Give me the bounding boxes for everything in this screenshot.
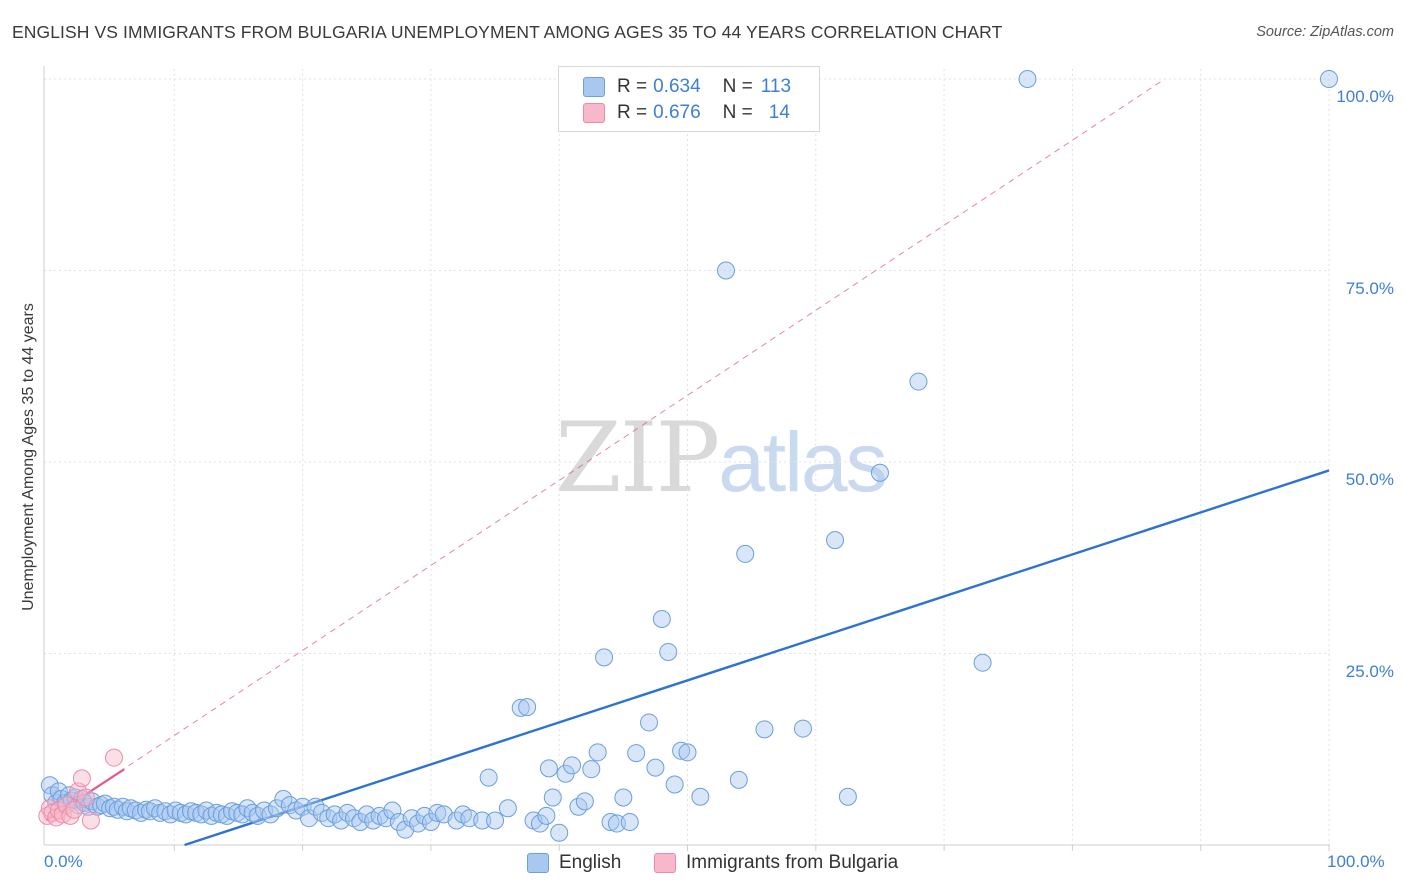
- bulgaria-trend-line-dashed: [45, 78, 1166, 821]
- bulgaria-point: [81, 811, 100, 830]
- english-point: [909, 372, 928, 391]
- bulgaria-swatch: [583, 103, 605, 123]
- english-point: [428, 803, 447, 822]
- english-point: [156, 802, 175, 821]
- english-point: [293, 797, 312, 816]
- english-point: [672, 741, 691, 760]
- english-point: [575, 792, 594, 811]
- english-point: [691, 787, 710, 806]
- legend-english-n-label: N =: [722, 76, 753, 97]
- english-point: [736, 544, 755, 563]
- bulgaria-point: [104, 748, 123, 767]
- english-point: [659, 642, 678, 661]
- x-tick-label-max: 100.0%: [1327, 852, 1385, 871]
- english-point: [973, 653, 992, 672]
- english-point: [479, 768, 498, 787]
- bottom-bulgaria-swatch: [654, 853, 676, 873]
- english-point: [838, 787, 857, 806]
- legend-bulgaria-n-value: 14: [768, 102, 790, 123]
- bulgaria-point: [53, 805, 72, 824]
- english-point: [588, 743, 607, 762]
- bottom-english-swatch: [527, 853, 549, 873]
- english-point: [537, 806, 556, 825]
- english-point: [550, 823, 569, 842]
- english-point: [530, 814, 549, 833]
- english-point: [473, 811, 492, 830]
- english-point: [652, 610, 671, 629]
- english-point: [595, 648, 614, 667]
- english-point: [498, 799, 517, 818]
- legend-bulgaria-n-label: N =: [722, 102, 753, 123]
- english-point: [108, 800, 127, 819]
- x-tick-label-min: 0.0%: [44, 852, 83, 871]
- english-point: [601, 813, 620, 832]
- legend-row-bulgaria: R = 0.676 N = 14: [583, 100, 790, 126]
- legend-english-r-label: R =: [617, 76, 648, 97]
- english-point: [627, 744, 646, 763]
- english-point: [640, 713, 659, 732]
- english-point: [870, 463, 889, 482]
- english-point: [678, 743, 697, 762]
- bottom-legend-english: English: [527, 852, 621, 874]
- english-point: [729, 770, 748, 789]
- english-point: [351, 813, 370, 832]
- y-tick-label: 25.0%: [1345, 661, 1394, 681]
- y-tick-label: 100.0%: [1336, 87, 1394, 106]
- english-point: [486, 811, 505, 830]
- bottom-legend-bulgaria-label: Immigrants from Bulgaria: [686, 852, 899, 873]
- source-label: Source: ZipAtlas.com: [1256, 24, 1394, 40]
- english-point: [607, 814, 626, 833]
- english-point: [614, 788, 633, 807]
- english-point: [1018, 70, 1037, 88]
- legend-bulgaria-r-label: R =: [617, 102, 648, 123]
- english-point: [511, 698, 530, 717]
- english-point: [563, 756, 582, 775]
- bulgaria-point: [65, 800, 84, 819]
- english-trend-line: [184, 469, 1330, 847]
- english-point: [1320, 70, 1338, 88]
- english-point: [539, 759, 558, 778]
- grid-layer: [43, 66, 1330, 851]
- english-point: [543, 788, 562, 807]
- legend-english-n-value: 113: [760, 76, 792, 97]
- bulgaria-point: [72, 769, 91, 788]
- legend-english-r-value: 0.634: [653, 76, 701, 97]
- bottom-legend-bulgaria: Immigrants from Bulgaria: [654, 852, 898, 874]
- stats-legend: R = 0.634 N = 113 R = 0.676 N = 14: [558, 66, 820, 132]
- english-point: [793, 719, 812, 738]
- english-point: [131, 803, 150, 822]
- english-point: [409, 814, 428, 833]
- bottom-legend-english-label: English: [559, 852, 622, 873]
- watermark-zip: ZIP: [555, 402, 720, 514]
- english-point: [243, 803, 262, 822]
- legend-row-english: R = 0.634 N = 113: [583, 74, 791, 100]
- english-point: [755, 720, 774, 739]
- english-point: [518, 698, 537, 717]
- y-tick-label: 50.0%: [1345, 470, 1394, 489]
- english-swatch: [583, 77, 605, 97]
- english-point: [665, 775, 684, 794]
- english-point: [383, 801, 402, 820]
- y-tick-label: 75.0%: [1345, 278, 1394, 298]
- points-layer: [38, 70, 1338, 842]
- english-point: [646, 758, 665, 777]
- chart-title: ENGLISH VS IMMIGRANTS FROM BULGARIA UNEM…: [12, 22, 1003, 42]
- english-point: [716, 261, 735, 280]
- english-point: [826, 531, 845, 550]
- english-point: [582, 760, 601, 779]
- english-point: [620, 813, 639, 832]
- y-axis-label: Unemployment Among Ages 35 to 44 years: [20, 303, 37, 611]
- bulgaria-point: [76, 788, 95, 807]
- legend-bulgaria-r-value: 0.676: [653, 102, 701, 123]
